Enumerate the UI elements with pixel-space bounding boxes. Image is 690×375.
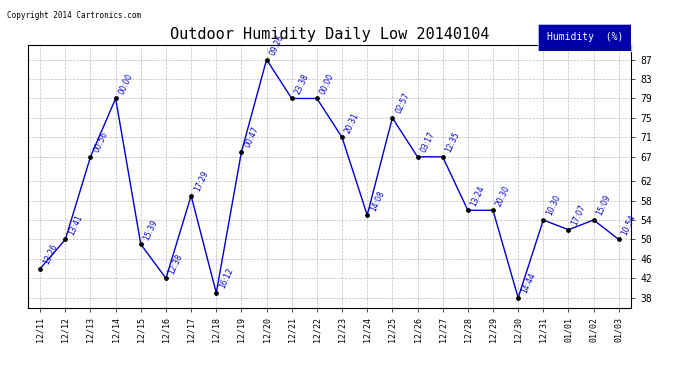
Text: 13:26: 13:26 — [41, 242, 59, 266]
Text: 15:09: 15:09 — [595, 194, 613, 217]
Point — [286, 96, 297, 102]
Text: Humidity  (%): Humidity (%) — [546, 33, 623, 42]
Point — [311, 96, 322, 102]
Text: 12:38: 12:38 — [168, 252, 185, 276]
Text: 00:56: 00:56 — [92, 130, 109, 154]
Point — [437, 154, 448, 160]
Text: 00:00: 00:00 — [318, 72, 336, 96]
Text: 20:31: 20:31 — [344, 111, 361, 135]
Text: 14:44: 14:44 — [520, 272, 537, 295]
Text: 13:24: 13:24 — [469, 184, 486, 207]
Text: 23:38: 23:38 — [293, 72, 310, 96]
Point — [337, 134, 348, 140]
Point — [563, 227, 574, 233]
Text: 16:12: 16:12 — [217, 267, 235, 290]
Text: 02:57: 02:57 — [394, 92, 411, 115]
Point — [538, 217, 549, 223]
Text: 17:07: 17:07 — [570, 203, 587, 227]
Point — [110, 96, 121, 102]
Text: 12:35: 12:35 — [444, 130, 462, 154]
Text: 17:29: 17:29 — [193, 170, 210, 193]
Point — [60, 237, 71, 243]
Point — [186, 193, 197, 199]
Point — [236, 149, 247, 155]
Title: Outdoor Humidity Daily Low 20140104: Outdoor Humidity Daily Low 20140104 — [170, 27, 489, 42]
Point — [210, 290, 221, 296]
Point — [588, 217, 599, 223]
Point — [487, 207, 498, 213]
Point — [387, 115, 398, 121]
Point — [412, 154, 423, 160]
Text: Copyright 2014 Cartronics.com: Copyright 2014 Cartronics.com — [7, 11, 141, 20]
Point — [34, 266, 46, 272]
Point — [85, 154, 96, 160]
Text: 03:17: 03:17 — [419, 130, 436, 154]
Text: 00:47: 00:47 — [243, 125, 260, 149]
Point — [161, 275, 172, 281]
Point — [362, 212, 373, 218]
Text: 20:30: 20:30 — [494, 184, 512, 207]
Text: 00:00: 00:00 — [117, 72, 135, 96]
Text: 09:26: 09:26 — [268, 33, 286, 57]
Point — [513, 295, 524, 301]
Text: 10:30: 10:30 — [544, 194, 562, 217]
Point — [135, 241, 146, 247]
Text: 14:08: 14:08 — [368, 189, 386, 212]
Text: 10:54: 10:54 — [620, 213, 638, 237]
Text: 13:41: 13:41 — [67, 213, 84, 237]
Text: 15:39: 15:39 — [142, 218, 159, 242]
Point — [462, 207, 473, 213]
Point — [613, 237, 624, 243]
Point — [261, 57, 272, 63]
